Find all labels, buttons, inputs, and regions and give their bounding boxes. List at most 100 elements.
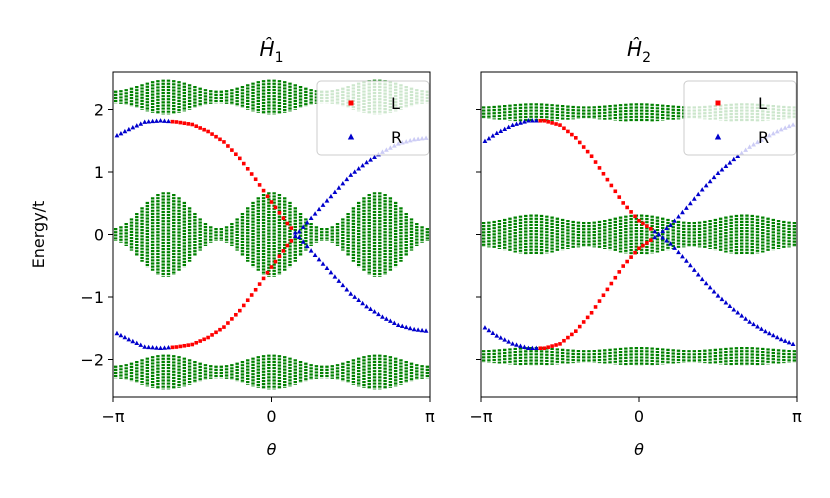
edge-point-R <box>340 282 346 288</box>
edge-point-R <box>719 296 725 302</box>
edge-point-R <box>514 121 519 126</box>
edge-point-L <box>249 172 254 176</box>
edge-point-L <box>289 239 294 243</box>
edge-point-R <box>731 156 737 162</box>
edge-point-R <box>755 324 760 329</box>
edge-point-L <box>214 134 218 139</box>
edge-point-L <box>625 205 629 210</box>
edge-point-R <box>743 316 749 321</box>
edge-point-L <box>265 270 270 275</box>
edge-point-R <box>324 198 330 203</box>
edge-point-L <box>202 127 206 132</box>
edge-point-R <box>308 248 314 253</box>
edge-point-R <box>731 307 737 312</box>
edge-point-L <box>210 333 214 337</box>
edge-point-R <box>142 344 148 349</box>
edge-point-R <box>672 218 677 223</box>
edge-point-L <box>621 201 625 205</box>
legend-label-R: R <box>758 128 769 147</box>
edge-point-L <box>558 123 562 127</box>
edge-point-L <box>194 124 199 129</box>
edge-point-R <box>490 330 496 335</box>
edge-point-R <box>695 191 701 197</box>
edge-point-L <box>277 210 282 215</box>
edge-point-R <box>364 303 369 309</box>
edge-point-R <box>759 326 764 331</box>
edge-point-L <box>174 345 179 349</box>
edge-point-R <box>727 160 733 165</box>
edge-point-R <box>687 200 693 206</box>
panel-h1: −π 0 π −2 −1 0 1 2 θ Energy/t Ĥ1 LR <box>29 37 435 459</box>
edge-point-R <box>510 341 515 346</box>
legend-label-L: L <box>758 94 767 113</box>
legend-label-R: R <box>391 128 402 147</box>
edge-point-R <box>146 344 152 350</box>
edge-point-R <box>316 206 322 212</box>
edge-point-L <box>641 243 645 248</box>
edge-point-R <box>356 166 362 171</box>
edge-point-R <box>486 135 492 141</box>
edge-point-R <box>162 118 167 123</box>
edge-point-R <box>415 327 421 332</box>
edge-point-L <box>581 145 586 149</box>
edge-point-R <box>387 318 393 323</box>
edge-point-R <box>296 234 302 240</box>
edge-point-R <box>656 231 662 237</box>
edge-point-R <box>384 316 389 321</box>
edge-point-L <box>645 224 649 228</box>
edge-point-L <box>570 332 574 337</box>
edge-point-R <box>122 128 128 134</box>
edge-point-L <box>581 320 586 324</box>
panel-title: Ĥ1 <box>260 37 284 66</box>
edge-point-L <box>190 122 195 127</box>
edge-point-L <box>261 276 266 281</box>
edge-point-R <box>494 333 500 338</box>
edge-point-L <box>601 171 606 176</box>
edge-point-L <box>226 144 230 148</box>
edge-point-R <box>292 230 298 235</box>
edge-point-R <box>735 153 741 159</box>
edge-point-R <box>766 330 772 336</box>
edge-point-R <box>529 118 535 123</box>
edge-point-L <box>649 227 653 231</box>
edge-point-R <box>664 238 670 243</box>
edge-point-R <box>790 341 796 346</box>
edge-point-L <box>597 166 602 170</box>
edge-point-L <box>269 265 274 269</box>
edge-point-L <box>585 315 590 320</box>
edge-point-L <box>542 346 546 351</box>
edge-point-R <box>676 214 681 219</box>
edge-point-L <box>609 183 614 188</box>
edge-point-L <box>609 281 614 286</box>
edge-point-R <box>419 327 425 333</box>
edge-point-R <box>336 278 342 283</box>
legend-label-L: L <box>391 94 400 113</box>
edge-point-R <box>328 269 334 275</box>
edge-point-L <box>285 243 290 248</box>
edge-point-R <box>130 124 136 130</box>
edge-point-R <box>376 311 381 317</box>
edge-point-L <box>230 317 234 321</box>
edge-point-R <box>763 328 768 334</box>
edge-point-R <box>356 297 362 303</box>
edge-point-R <box>518 343 523 348</box>
edge-point-R <box>300 224 306 229</box>
edge-point-R <box>332 189 338 194</box>
edge-point-R <box>300 239 306 244</box>
edge-point-L <box>194 340 199 345</box>
edge-point-L <box>170 345 175 350</box>
edge-point-R <box>529 345 535 351</box>
edge-point-R <box>695 272 701 277</box>
edge-point-R <box>134 123 140 128</box>
edge-point-L <box>234 312 238 317</box>
edge-point-R <box>668 241 673 246</box>
edge-point-R <box>320 261 326 266</box>
edge-point-R <box>664 225 670 231</box>
edge-point-L <box>222 325 226 329</box>
x-tick-label: −π <box>469 407 492 426</box>
edge-point-L <box>182 343 187 348</box>
edge-point-R <box>660 235 666 240</box>
edge-point-R <box>723 300 729 305</box>
edge-point-L <box>202 337 206 342</box>
